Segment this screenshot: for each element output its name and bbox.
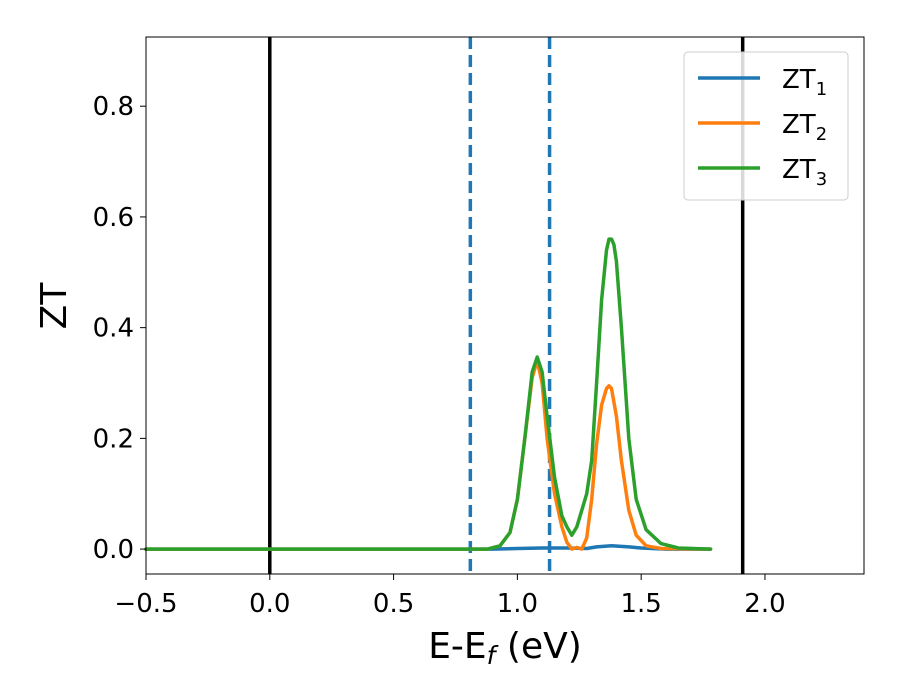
- y-tick-label: 0.8: [93, 92, 134, 122]
- x-axis-label-unit: (eV): [495, 626, 581, 667]
- legend-items: ZT1 ZT2 ZT3: [698, 65, 827, 190]
- x-tick-label: 1.5: [620, 589, 661, 619]
- y-tick-label: 0.4: [93, 314, 134, 344]
- vertical-reference-lines: [268, 37, 745, 574]
- y-tick-label: 0.0: [93, 535, 134, 565]
- y-tick-label: 0.2: [93, 424, 134, 454]
- y-tick-label: 0.6: [93, 203, 134, 233]
- legend-label: ZT3: [782, 155, 827, 190]
- x-tick-label: 0.5: [373, 589, 414, 619]
- series-line-zt3: [144, 237, 713, 551]
- legend-box: [683, 51, 849, 201]
- y-axis-ticks: 0.0 0.2 0.4 0.6 0.8: [93, 92, 146, 565]
- series-lines: [144, 237, 713, 551]
- y-axis-label: ZT: [34, 282, 75, 330]
- x-axis-label: E-Ef (eV): [428, 626, 582, 670]
- plot-frame: [145, 36, 865, 575]
- legend: ZT1 ZT2 ZT3: [683, 51, 849, 201]
- x-axis-ticks: −0.5 0.0 0.5 1.0 1.5 2.0: [114, 574, 786, 619]
- x-tick-label: 0.0: [249, 589, 290, 619]
- x-tick-label: −0.5: [114, 589, 177, 619]
- x-axis-label-main: E-E: [428, 626, 486, 667]
- x-tick-label: 1.0: [497, 589, 538, 619]
- legend-label: ZT2: [782, 110, 827, 145]
- legend-label: ZT1: [782, 65, 827, 100]
- x-tick-label: 2.0: [744, 589, 785, 619]
